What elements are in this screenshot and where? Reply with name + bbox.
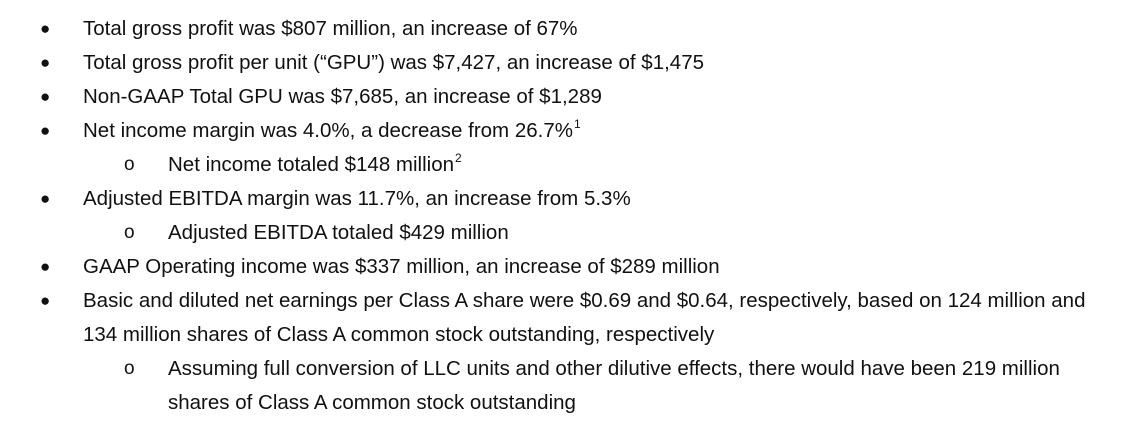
- list-item: ● Net income margin was 4.0%, a decrease…: [0, 114, 1113, 148]
- list-item: ● Adjusted EBITDA margin was 11.7%, an i…: [0, 182, 1113, 216]
- sub-bullet-icon: o: [124, 358, 135, 379]
- bullet-icon: ●: [40, 19, 51, 38]
- bullet-icon: ●: [40, 189, 51, 208]
- list-item-text: GAAP Operating income was $337 million, …: [83, 255, 720, 278]
- footnote-marker: 1: [573, 117, 581, 131]
- list-item-text: Net income totaled $148 million: [168, 153, 455, 176]
- bullet-icon: ●: [40, 121, 51, 140]
- list-item-text: Total gross profit per unit (“GPU”) was …: [83, 51, 705, 74]
- list-item-text: Total gross profit was $807 million, an …: [83, 17, 578, 40]
- list-item-text: Adjusted EBITDA margin was 11.7%, an inc…: [83, 187, 631, 210]
- sub-list-item: o Net income totaled $148 million2: [0, 148, 1098, 182]
- list-item-text: Assuming full conversion of LLC units an…: [168, 357, 1060, 414]
- sub-bullet-icon: o: [124, 154, 135, 175]
- list-item: ● Non-GAAP Total GPU was $7,685, an incr…: [0, 80, 1113, 114]
- sub-bullet-icon: o: [124, 222, 135, 243]
- list-item: ● GAAP Operating income was $337 million…: [0, 250, 1113, 284]
- bullet-icon: ●: [40, 291, 51, 310]
- bullet-icon: ●: [40, 257, 51, 276]
- list-item-text: Basic and diluted net earnings per Class…: [83, 289, 1086, 346]
- list-item: ● Basic and diluted net earnings per Cla…: [0, 284, 1113, 352]
- list-item-text: Non-GAAP Total GPU was $7,685, an increa…: [83, 85, 602, 108]
- footnote-marker: 2: [455, 151, 462, 165]
- sub-list-item: o Adjusted EBITDA totaled $429 million: [0, 216, 1098, 250]
- bullet-icon: ●: [40, 87, 51, 106]
- list-item: ● Total gross profit per unit (“GPU”) wa…: [0, 46, 1113, 80]
- sub-list-item: o Assuming full conversion of LLC units …: [0, 352, 1098, 420]
- bullet-list: ● Total gross profit was $807 million, a…: [0, 12, 1136, 420]
- list-item: ● Total gross profit was $807 million, a…: [0, 12, 1113, 46]
- bullet-icon: ●: [40, 53, 51, 72]
- list-item-text: Net income margin was 4.0%, a decrease f…: [83, 119, 573, 142]
- list-item-text: Adjusted EBITDA totaled $429 million: [168, 221, 509, 244]
